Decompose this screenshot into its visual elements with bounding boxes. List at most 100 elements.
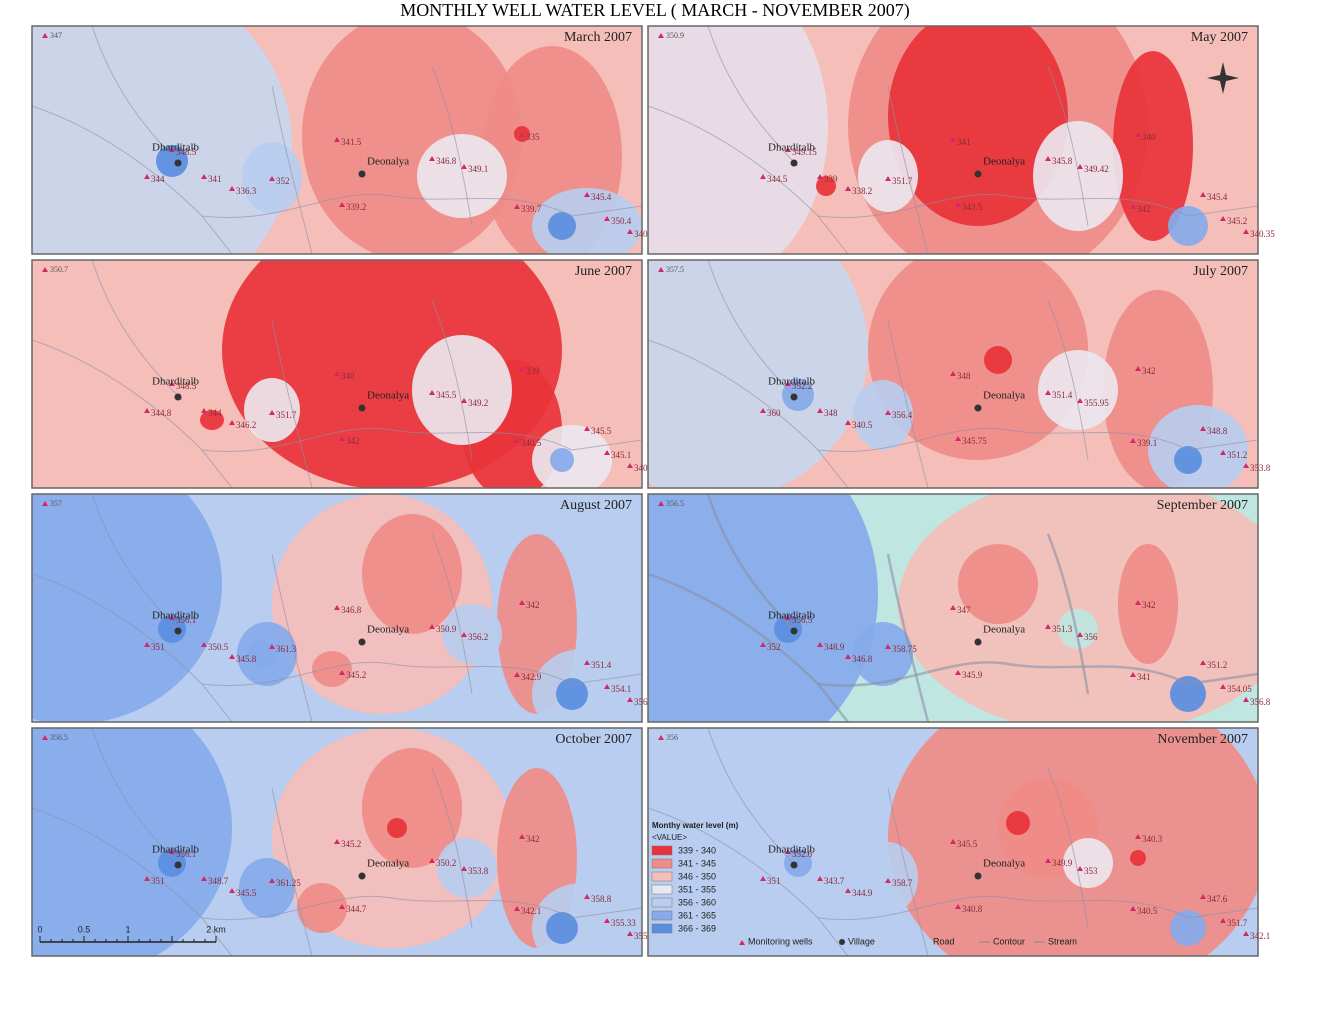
legend-swatch <box>651 910 673 921</box>
well-label: 352.2 <box>792 381 812 391</box>
well-label: 358.7 <box>892 878 913 888</box>
panel-frame <box>647 259 1259 489</box>
well-label: 341 <box>957 137 971 147</box>
panel-frame <box>647 727 1259 957</box>
well-marker <box>514 204 520 209</box>
legend-symbol <box>739 940 745 945</box>
well-label: 349.9 <box>1052 858 1073 868</box>
legend-subtitle: <VALUE> <box>652 833 687 842</box>
well-label: 341.5 <box>341 137 362 147</box>
water-level-zone <box>648 260 868 488</box>
well-marker <box>955 436 961 441</box>
well-marker <box>461 632 467 637</box>
stream <box>706 494 799 635</box>
legend-items: Monitoring wells Village Road Contour Stream <box>739 936 1077 946</box>
water-level-zone <box>200 410 224 430</box>
village-marker <box>174 393 182 401</box>
stream <box>1046 533 1090 695</box>
stream <box>431 299 473 461</box>
well-marker <box>42 501 48 506</box>
water-level-zone <box>32 26 292 254</box>
panel-frame <box>31 259 643 489</box>
well-marker <box>169 849 175 854</box>
water-level-zone <box>1063 838 1113 888</box>
water-level-zone <box>158 849 186 877</box>
well-marker <box>514 906 520 911</box>
legend-item: Monitoring wells <box>748 936 813 946</box>
well-marker <box>1135 834 1141 839</box>
legend-swatch <box>651 871 673 882</box>
well-label: 340.3 <box>1142 834 1163 844</box>
village-label: Deonalya <box>367 156 409 168</box>
well-label: 340.35 <box>1250 229 1275 239</box>
well-marker <box>1077 164 1083 169</box>
stream <box>32 339 233 488</box>
water-level-zone <box>1148 405 1248 488</box>
well-marker <box>785 147 791 152</box>
village-label: Deonalya <box>983 624 1025 636</box>
stream <box>648 105 849 254</box>
map-panel: July 2007 357.5 352.2 360 348 340.5 356.4 348 34… <box>647 259 1271 489</box>
well-label: 351.4 <box>1052 390 1073 400</box>
well-label: 351.7 <box>892 176 913 186</box>
well-marker <box>429 624 435 629</box>
water-level-zone <box>1130 850 1146 866</box>
well-marker <box>334 137 340 142</box>
stream <box>707 728 799 869</box>
well-marker <box>1045 624 1051 629</box>
stream <box>887 787 929 956</box>
well-marker <box>144 642 150 647</box>
water-level-zone <box>648 26 828 254</box>
well-marker <box>1243 229 1249 234</box>
panel-title: July 2007 <box>1193 264 1248 279</box>
map-panel: March 2007 347 348.5 344 341 336.3 352 341.5 339… <box>31 25 655 255</box>
legend-label: 339 - 340 <box>678 845 716 855</box>
well-label: 353.8 <box>1250 463 1271 473</box>
well-label: 356.2 <box>468 632 488 642</box>
legend-label: 356 - 360 <box>678 897 716 907</box>
legend-item: Stream <box>1048 936 1077 946</box>
water-level-zone <box>362 748 462 868</box>
well-marker <box>519 834 525 839</box>
well-marker <box>604 684 610 689</box>
corner-value: 350.7 <box>50 265 68 274</box>
well-marker <box>950 839 956 844</box>
well-marker <box>845 186 851 191</box>
panel-title: November 2007 <box>1157 732 1248 747</box>
well-label: 345.4 <box>591 192 612 202</box>
well-marker <box>658 33 664 38</box>
well-marker <box>514 672 520 677</box>
well-marker <box>1077 632 1083 637</box>
stream <box>271 787 313 956</box>
well-marker <box>1130 672 1136 677</box>
stream <box>201 193 642 219</box>
well-label: 339 <box>526 366 540 376</box>
village-marker <box>790 159 798 167</box>
well-marker <box>584 894 590 899</box>
water-level-zone <box>1168 206 1208 246</box>
stream <box>201 661 642 687</box>
well-marker <box>169 615 175 620</box>
well-label: 345.5 <box>591 426 612 436</box>
water-level-zone <box>868 260 1088 460</box>
figure-title: MONTHLY WELL WATER LEVEL ( MARCH - NOVEM… <box>400 0 909 21</box>
legend-title: Monthy water level (m) <box>652 821 739 830</box>
well-label: 351.2 <box>1207 660 1227 670</box>
village-label: Deonalya <box>367 858 409 870</box>
compass <box>1207 62 1239 94</box>
well-label: 353.8 <box>468 866 489 876</box>
legend-swatch <box>651 897 673 908</box>
well-label: 342 <box>1142 366 1156 376</box>
water-level-zone <box>437 838 497 898</box>
well-marker <box>785 615 791 620</box>
well-marker <box>817 876 823 881</box>
water-level-zone <box>888 26 1068 226</box>
stream <box>648 807 849 956</box>
well-marker <box>604 450 610 455</box>
well-label: 339 <box>824 174 838 184</box>
well-marker <box>885 644 891 649</box>
well-label: 361.3 <box>276 644 297 654</box>
well-label: 349.15 <box>792 147 817 157</box>
village-label: Deonalya <box>983 156 1025 168</box>
panel-frame <box>647 25 1259 255</box>
